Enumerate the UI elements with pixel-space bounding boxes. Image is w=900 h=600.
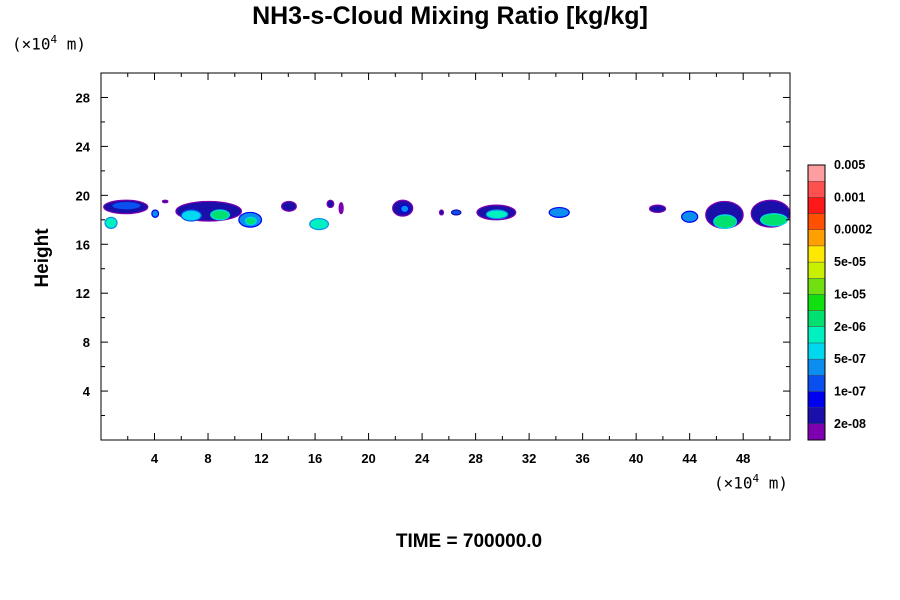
x-tick-label: 44 — [682, 451, 697, 466]
x-tick-label: 24 — [415, 451, 430, 466]
cloud-cell — [548, 206, 570, 218]
y-axis-unit: (×104 m) — [12, 33, 87, 54]
y-tick-label: 28 — [76, 90, 90, 105]
colorbar-label: 0.001 — [834, 190, 865, 204]
cloud-cell — [438, 209, 445, 216]
colorbar-label: 2e-06 — [834, 320, 866, 334]
cloud-cell — [759, 213, 788, 227]
colorbar-swatch — [807, 197, 826, 214]
y-axis-label: Height — [32, 228, 53, 288]
x-tick-label: 8 — [204, 451, 211, 466]
cloud-cell — [309, 217, 330, 231]
cloud-cell — [400, 204, 410, 214]
cloud-cell — [210, 209, 231, 221]
colorbar-label: 1e-07 — [834, 384, 866, 398]
x-tick-label: 28 — [468, 451, 482, 466]
colorbar-swatch — [807, 213, 826, 230]
colorbar-label: 0.0002 — [834, 223, 872, 237]
cloud-cell — [161, 199, 169, 204]
colorbar-label: 1e-05 — [834, 287, 866, 301]
colorbar-label: 2e-08 — [834, 417, 866, 431]
colorbar-swatch — [807, 326, 826, 344]
colorbar-swatch — [807, 342, 826, 360]
y-tick-label: 20 — [76, 188, 90, 203]
colorbar-swatch — [807, 261, 826, 279]
colorbar-swatch — [807, 375, 826, 392]
colorbar-label: 5e-07 — [834, 352, 866, 366]
colorbar-swatch — [807, 164, 826, 182]
x-tick-label: 48 — [736, 451, 750, 466]
plot-frame — [100, 72, 791, 441]
y-tick-label: 8 — [83, 335, 90, 350]
cloud-cell — [713, 214, 738, 229]
cloud-cell — [485, 209, 509, 220]
cloud-cell — [450, 209, 462, 216]
y-tick-label: 12 — [76, 286, 90, 301]
cloud-cell — [681, 210, 699, 223]
cloud-cell — [326, 199, 335, 209]
cloud-cell — [281, 200, 297, 212]
cloud-cell — [104, 216, 118, 229]
colorbar-swatch — [807, 391, 826, 408]
colorbar-frame — [807, 164, 826, 441]
cloud-cell — [111, 200, 142, 211]
x-tick-label: 32 — [522, 451, 536, 466]
x-axis-unit: (×104 m) — [714, 472, 789, 493]
x-tick-label: 40 — [629, 451, 643, 466]
y-tick-label: 16 — [76, 237, 90, 252]
x-tick-label: 16 — [308, 451, 322, 466]
y-tick-label: 24 — [76, 139, 91, 154]
x-tick-label: 4 — [151, 451, 159, 466]
cloud-cell — [244, 216, 257, 226]
cloud-cell — [648, 204, 667, 214]
y-tick-label: 4 — [83, 384, 91, 399]
cloud-cell — [151, 209, 160, 218]
colorbar-swatch — [807, 245, 826, 263]
x-tick-label: 36 — [575, 451, 589, 466]
x-tick-label: 12 — [254, 451, 268, 466]
colorbar-swatch — [807, 407, 826, 425]
colorbar-swatch — [807, 358, 826, 376]
x-tick-label: 20 — [361, 451, 375, 466]
colorbar-swatch — [807, 229, 826, 247]
cloud-cell — [180, 209, 202, 222]
colorbar-swatch — [807, 180, 826, 198]
cloud-field — [103, 199, 791, 231]
colorbar-swatch — [807, 294, 826, 311]
colorbar: 2e-08 1e-07 5e-07 2e-06 1e-05 5e-05 0.0002 0.00… — [807, 158, 872, 441]
colorbar-label: 0.005 — [834, 158, 865, 172]
colorbar-swatch — [807, 423, 826, 441]
chart-title: NH3-s-Cloud Mixing Ratio [kg/kg] — [252, 2, 648, 30]
colorbar-label: 5e-05 — [834, 255, 866, 269]
cloud-cell — [338, 202, 344, 215]
colorbar-swatch — [807, 278, 826, 295]
time-label: TIME = 700000.0 — [395, 531, 543, 552]
colorbar-swatch — [807, 310, 826, 327]
